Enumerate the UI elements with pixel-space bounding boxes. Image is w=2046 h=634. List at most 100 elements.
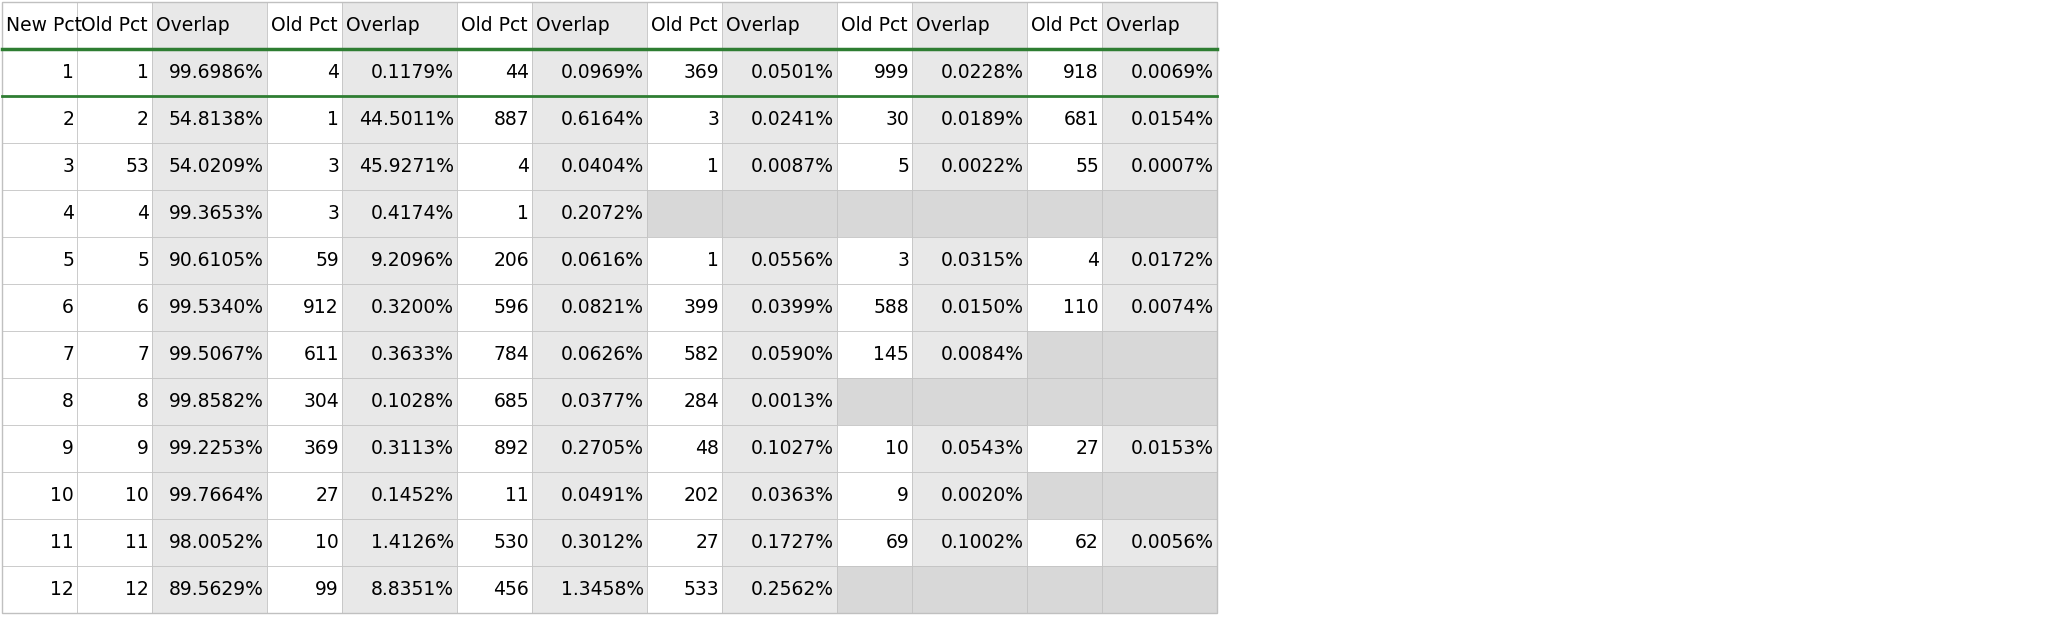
Bar <box>2 143 78 190</box>
Text: 10: 10 <box>315 533 340 552</box>
Text: 588: 588 <box>874 298 908 317</box>
Text: 54.0209%: 54.0209% <box>170 157 264 176</box>
Text: 685: 685 <box>493 392 530 411</box>
Bar <box>722 237 837 284</box>
Text: 8: 8 <box>61 392 74 411</box>
Bar <box>1027 425 1103 472</box>
Bar <box>2 190 78 237</box>
Text: 0.0228%: 0.0228% <box>941 63 1023 82</box>
Bar <box>1103 2 1217 49</box>
Text: 11: 11 <box>51 533 74 552</box>
Bar <box>532 519 647 566</box>
Text: 0.3113%: 0.3113% <box>370 439 454 458</box>
Bar <box>913 2 1027 49</box>
Text: 0.0315%: 0.0315% <box>941 251 1023 270</box>
Bar <box>647 331 722 378</box>
Bar <box>151 331 266 378</box>
Bar <box>1027 472 1103 519</box>
Text: 98.0052%: 98.0052% <box>170 533 264 552</box>
Text: 918: 918 <box>1064 63 1099 82</box>
Bar <box>151 96 266 143</box>
Text: 4: 4 <box>327 63 340 82</box>
Text: Old Pct: Old Pct <box>841 16 908 35</box>
Bar <box>1027 519 1103 566</box>
Text: 0.3633%: 0.3633% <box>370 345 454 364</box>
Bar <box>266 237 342 284</box>
Text: 99.5340%: 99.5340% <box>170 298 264 317</box>
Bar <box>2 425 78 472</box>
Bar <box>151 190 266 237</box>
Bar <box>722 519 837 566</box>
Text: Old Pct: Old Pct <box>270 16 338 35</box>
Text: 202: 202 <box>683 486 718 505</box>
Bar <box>837 331 913 378</box>
Text: 0.0399%: 0.0399% <box>751 298 835 317</box>
Text: 11: 11 <box>505 486 530 505</box>
Text: 3: 3 <box>61 157 74 176</box>
Text: 369: 369 <box>683 63 718 82</box>
Text: 69: 69 <box>886 533 908 552</box>
Bar <box>1103 237 1217 284</box>
Bar <box>722 143 837 190</box>
Text: Old Pct: Old Pct <box>651 16 718 35</box>
Text: 8.8351%: 8.8351% <box>370 580 454 599</box>
Text: 892: 892 <box>493 439 530 458</box>
Bar <box>532 49 647 96</box>
Text: 4: 4 <box>1086 251 1099 270</box>
Bar <box>1103 143 1217 190</box>
Text: 3: 3 <box>327 204 340 223</box>
Bar <box>2 237 78 284</box>
Text: 3: 3 <box>708 110 718 129</box>
Text: 9: 9 <box>61 439 74 458</box>
Text: 0.0501%: 0.0501% <box>751 63 835 82</box>
Bar <box>722 96 837 143</box>
Text: 1: 1 <box>61 63 74 82</box>
Bar <box>913 96 1027 143</box>
Bar <box>342 237 456 284</box>
Bar <box>456 425 532 472</box>
Bar <box>266 519 342 566</box>
Bar <box>1103 190 1217 237</box>
Bar <box>1103 284 1217 331</box>
Bar <box>837 143 913 190</box>
Text: 784: 784 <box>493 345 530 364</box>
Bar <box>837 2 913 49</box>
Bar <box>78 378 151 425</box>
Text: 4: 4 <box>61 204 74 223</box>
Bar <box>647 2 722 49</box>
Text: 0.1027%: 0.1027% <box>751 439 835 458</box>
Bar <box>913 519 1027 566</box>
Text: 0.0626%: 0.0626% <box>561 345 644 364</box>
Bar <box>2 378 78 425</box>
Text: Old Pct: Old Pct <box>82 16 147 35</box>
Bar <box>342 472 456 519</box>
Text: 0.0590%: 0.0590% <box>751 345 835 364</box>
Text: 0.6164%: 0.6164% <box>561 110 644 129</box>
Bar <box>78 425 151 472</box>
Bar <box>456 284 532 331</box>
Text: 611: 611 <box>303 345 340 364</box>
Bar <box>532 96 647 143</box>
Bar <box>722 331 837 378</box>
Text: 10: 10 <box>886 439 908 458</box>
Bar <box>456 2 532 49</box>
Bar <box>647 472 722 519</box>
Bar <box>722 378 837 425</box>
Text: 0.0241%: 0.0241% <box>751 110 835 129</box>
Bar <box>532 378 647 425</box>
Text: 1.3458%: 1.3458% <box>561 580 644 599</box>
Text: 582: 582 <box>683 345 718 364</box>
Text: 48: 48 <box>696 439 718 458</box>
Bar <box>151 284 266 331</box>
Text: 0.4174%: 0.4174% <box>370 204 454 223</box>
Bar <box>647 143 722 190</box>
Bar <box>1027 143 1103 190</box>
Text: 6: 6 <box>137 298 149 317</box>
Text: 54.8138%: 54.8138% <box>170 110 264 129</box>
Text: 7: 7 <box>61 345 74 364</box>
Text: 0.1179%: 0.1179% <box>370 63 454 82</box>
Bar <box>532 331 647 378</box>
Text: 7: 7 <box>137 345 149 364</box>
Bar <box>342 49 456 96</box>
Text: 99.6986%: 99.6986% <box>170 63 264 82</box>
